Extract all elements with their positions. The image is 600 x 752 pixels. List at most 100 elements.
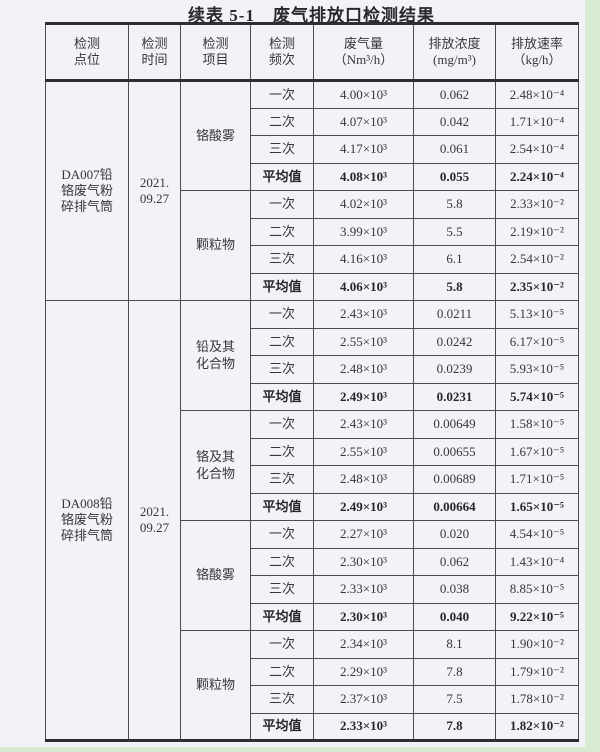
item-line: 化合物 <box>195 465 235 481</box>
cell-concentration: 5.8 <box>413 272 496 301</box>
table-row: 二次 2.30×10³ 0.062 1.43×10⁻⁴ <box>46 547 579 576</box>
col-header-gas-volume: 废气量 （Nm³/h） <box>313 23 414 82</box>
cell-rate: 9.22×10⁻⁵ <box>495 602 579 631</box>
cell-item-lead-compounds: 铅及其 化合物 <box>180 300 251 411</box>
cell-rate: 2.35×10⁻² <box>495 272 579 301</box>
cell-frequency: 二次 <box>250 107 314 136</box>
table-row: 三次 4.16×10³ 6.1 2.54×10⁻² <box>46 245 579 274</box>
cell-rate: 2.24×10⁻⁴ <box>495 162 579 191</box>
cell-frequency: 平均值 <box>250 712 314 741</box>
table-row-average: 平均值 4.06×10³ 5.8 2.35×10⁻² <box>46 272 579 301</box>
header-line: 检测 <box>202 35 229 51</box>
cell-concentration: 7.5 <box>413 685 496 714</box>
cell-concentration: 7.8 <box>413 712 496 741</box>
cell-concentration: 7.8 <box>413 657 496 686</box>
table-row: 三次 2.48×10³ 0.0239 5.93×10⁻⁵ <box>46 355 579 384</box>
table-row-average: 平均值 2.30×10³ 0.040 9.22×10⁻⁵ <box>46 602 579 631</box>
cell-gas-volume: 3.99×10³ <box>313 217 414 246</box>
cell-rate: 4.54×10⁻⁵ <box>495 520 579 549</box>
cell-concentration: 5.8 <box>413 190 496 219</box>
item-line: 铬及其 <box>195 449 235 465</box>
cell-gas-volume: 2.43×10³ <box>313 300 414 329</box>
cell-frequency: 一次 <box>250 630 314 659</box>
cell-gas-volume: 2.33×10³ <box>313 575 414 604</box>
cell-frequency: 二次 <box>250 657 314 686</box>
table-row: 二次 2.29×10³ 7.8 1.79×10⁻² <box>46 657 579 686</box>
cell-rate: 1.79×10⁻² <box>495 657 579 686</box>
header-line: 时间 <box>141 52 168 67</box>
cell-gas-volume: 2.27×10³ <box>313 520 414 549</box>
col-header-rate: 排放速率 （kg/h） <box>495 23 579 82</box>
cell-concentration: 0.061 <box>413 135 496 164</box>
cell-monitor-time: 2021. 09.27 <box>128 300 181 741</box>
cell-rate: 5.93×10⁻⁵ <box>495 355 579 384</box>
cell-rate: 1.90×10⁻² <box>495 630 579 659</box>
cell-concentration: 0.00649 <box>413 410 496 439</box>
time-line: 09.27 <box>139 191 170 206</box>
cell-concentration: 0.062 <box>413 80 496 109</box>
cell-concentration: 5.5 <box>413 217 496 246</box>
cell-rate: 5.13×10⁻⁵ <box>495 300 579 329</box>
cell-concentration: 0.00689 <box>413 465 496 494</box>
table-row: 三次 4.17×10³ 0.061 2.54×10⁻⁴ <box>46 135 579 164</box>
cell-rate: 5.74×10⁻⁵ <box>495 382 579 411</box>
cell-item-particulate-matter: 颗粒物 <box>180 630 251 741</box>
cell-gas-volume: 2.33×10³ <box>313 712 414 741</box>
point-line: 铬废气粉 <box>60 182 113 198</box>
cell-frequency: 一次 <box>250 190 314 219</box>
cell-frequency: 三次 <box>250 465 314 494</box>
header-line: 检测 <box>268 35 295 51</box>
cell-frequency: 平均值 <box>250 272 314 301</box>
cell-concentration: 8.1 <box>413 630 496 659</box>
cell-rate: 6.17×10⁻⁵ <box>495 327 579 356</box>
table-row: DA008铅 铬废气粉 碎排气筒 2021. 09.27 铅及其 化合物 一次 … <box>45 300 579 741</box>
cell-rate: 1.78×10⁻² <box>495 685 579 714</box>
table-row-average: 平均值 4.08×10³ 0.055 2.24×10⁻⁴ <box>46 162 579 191</box>
cell-frequency: 三次 <box>250 245 314 274</box>
point-line: DA008铅 <box>61 495 113 511</box>
cell-rate: 1.71×10⁻⁵ <box>495 465 579 494</box>
table-row: 二次 2.55×10³ 0.0242 6.17×10⁻⁵ <box>46 327 579 356</box>
cell-item-chromic-acid-mist: 铬酸雾 <box>180 520 251 631</box>
table-row-average: 平均值 2.49×10³ 0.00664 1.65×10⁻⁵ <box>46 492 579 521</box>
cell-frequency: 二次 <box>250 217 314 246</box>
header-line: （kg/h） <box>512 52 562 67</box>
cell-gas-volume: 2.43×10³ <box>313 410 414 439</box>
cell-concentration: 6.1 <box>413 245 496 274</box>
table-row-average: 平均值 2.33×10³ 7.8 1.82×10⁻² <box>46 712 579 741</box>
cell-concentration: 0.00664 <box>413 492 496 521</box>
cell-monitor-time: 2021. 09.27 <box>128 80 181 301</box>
time-line: 2021. <box>139 174 170 190</box>
point-line: DA007铅 <box>61 166 113 182</box>
table-row: 二次 3.99×10³ 5.5 2.19×10⁻² <box>46 217 579 246</box>
item-line: 颗粒物 <box>195 676 235 692</box>
cell-frequency: 一次 <box>250 410 314 439</box>
cell-rate: 1.82×10⁻² <box>495 712 579 741</box>
cell-gas-volume: 2.29×10³ <box>313 657 414 686</box>
cell-concentration: 0.0242 <box>413 327 496 356</box>
header-line: 排放速率 <box>510 35 563 51</box>
cell-gas-volume: 2.34×10³ <box>313 630 414 659</box>
cell-frequency: 一次 <box>250 80 314 109</box>
cell-concentration: 0.042 <box>413 107 496 136</box>
time-line: 09.27 <box>139 520 170 535</box>
cell-rate: 8.85×10⁻⁵ <box>495 575 579 604</box>
cell-frequency: 平均值 <box>250 162 314 191</box>
header-line: 检测 <box>73 35 100 51</box>
cell-concentration: 0.062 <box>413 547 496 576</box>
cell-frequency: 二次 <box>250 327 314 356</box>
cell-item-particulate-matter: 颗粒物 <box>180 190 251 301</box>
item-line: 化合物 <box>195 355 235 371</box>
cell-gas-volume: 4.00×10³ <box>313 80 414 109</box>
col-header-item: 检测 项目 <box>180 23 251 82</box>
table-row: DA007铅 铬废气粉 碎排气筒 2021. 09.27 铬酸雾 一次 4.00… <box>45 80 579 301</box>
header-line: 频次 <box>268 52 295 67</box>
header-line: 废气量 <box>343 35 383 51</box>
scan-margin-right <box>585 0 600 752</box>
cell-concentration: 0.055 <box>413 162 496 191</box>
cell-frequency: 三次 <box>250 575 314 604</box>
cell-monitor-point-da007: DA007铅 铬废气粉 碎排气筒 <box>45 80 129 301</box>
cell-gas-volume: 2.49×10³ <box>313 382 414 411</box>
cell-rate: 1.65×10⁻⁵ <box>495 492 579 521</box>
